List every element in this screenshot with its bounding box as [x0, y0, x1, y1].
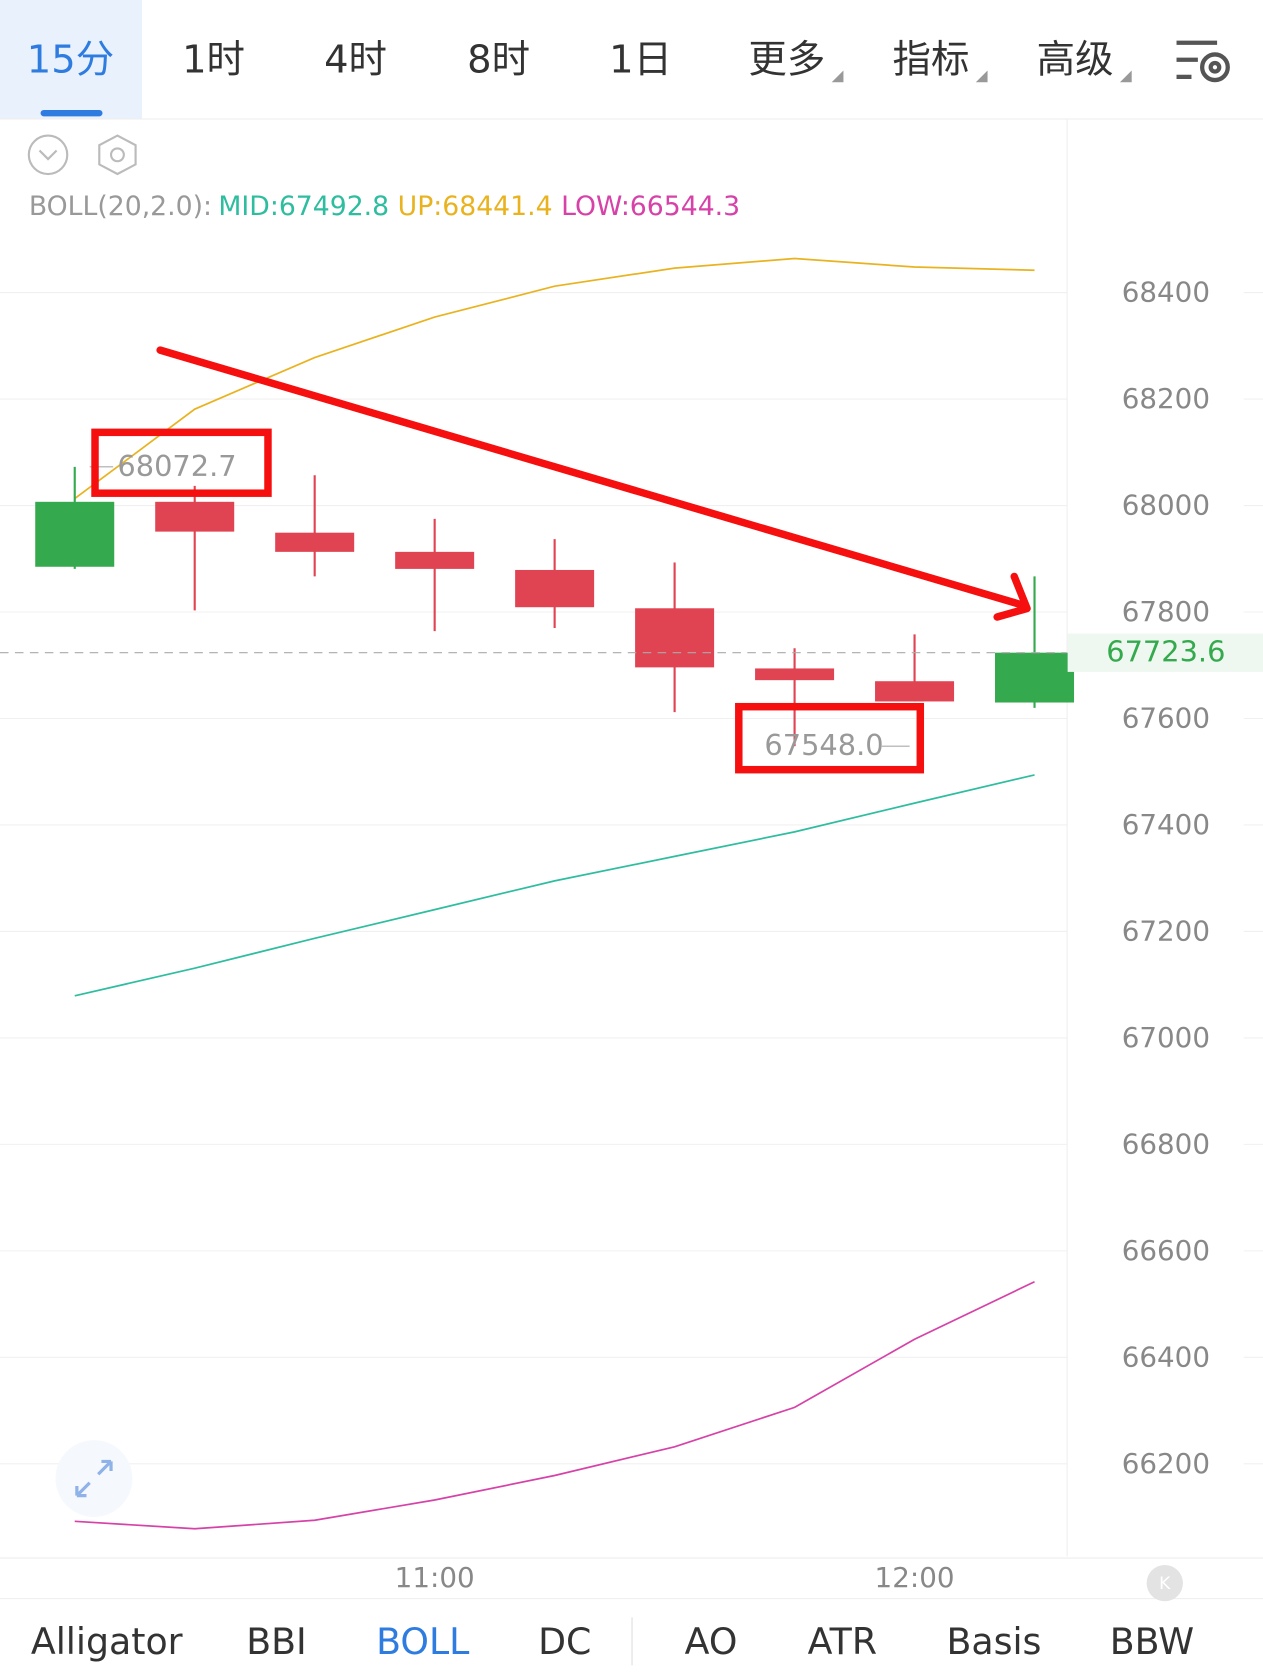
y-tick-label: 67600 [1122, 702, 1210, 735]
y-tick-label: 67800 [1122, 595, 1210, 628]
x-tick-label: 12:00 [875, 1561, 955, 1594]
candle-body [755, 668, 835, 681]
y-tick-label: 68400 [1122, 276, 1210, 309]
settings-hex-icon[interactable] [98, 134, 137, 176]
legend-entry: UP:68441.4 [398, 191, 553, 222]
y-tick-label: 66200 [1122, 1447, 1210, 1480]
dropdown-triangle [975, 70, 988, 83]
indicator-tab[interactable]: BBW [1110, 1620, 1194, 1663]
k-logo-letter: K [1159, 1574, 1171, 1594]
dropdown-triangle [831, 70, 844, 83]
y-tick-label: 67000 [1122, 1021, 1210, 1054]
interval-tab[interactable]: 1日 [609, 37, 672, 82]
y-tick-label: 67200 [1122, 915, 1210, 948]
candle-body [395, 551, 475, 569]
interval-tab[interactable]: 15分 [27, 37, 114, 82]
candle-body [875, 681, 955, 702]
y-tick-label: 66800 [1122, 1127, 1210, 1160]
y-tick-label: 66400 [1122, 1340, 1210, 1373]
x-tick-label: 11:00 [395, 1561, 475, 1594]
band-line [74, 1280, 1035, 1530]
legend-entry: LOW:66544.3 [561, 191, 740, 222]
settings-icon[interactable] [1176, 40, 1230, 83]
active-tab-underline [40, 109, 103, 117]
high-marker-label: 68072.7 [117, 449, 236, 483]
indicator-tab[interactable]: DC [538, 1620, 591, 1663]
y-tick-label: 68000 [1122, 489, 1210, 522]
indicator-tab[interactable]: ATR [808, 1620, 877, 1663]
indicator-tab[interactable]: Alligator [31, 1620, 183, 1663]
interval-tab[interactable]: 8时 [467, 37, 530, 82]
interval-tab[interactable]: 4时 [324, 37, 387, 82]
interval-tab[interactable]: 高级 [1037, 37, 1114, 82]
legend-entry: MID:67492.8 [218, 191, 389, 222]
collapse-icon[interactable] [27, 134, 69, 176]
y-tick-label: 67400 [1122, 808, 1210, 841]
interval-tab[interactable]: 1时 [182, 37, 245, 82]
candle-body [635, 608, 715, 668]
indicator-legend: BOLL(20,2.0): MID:67492.8 UP:68441.4 LOW:66… [29, 191, 740, 222]
settings-hex-icon-center [109, 147, 125, 163]
indicator-tab[interactable]: Basis [946, 1620, 1041, 1663]
indicator-tab[interactable]: BOLL [376, 1620, 470, 1663]
band-line [74, 774, 1035, 997]
candle-body [995, 652, 1075, 703]
indicator-tab[interactable]: BBI [246, 1620, 306, 1663]
last-price-label: 67723.6 [1106, 635, 1225, 669]
y-tick-label: 66600 [1122, 1234, 1210, 1267]
candle-body [515, 569, 595, 608]
k-logo [1146, 1564, 1183, 1602]
candle-body [275, 532, 355, 552]
interval-tab[interactable]: 指标 [893, 37, 970, 82]
indicator-tab[interactable]: AO [685, 1620, 738, 1663]
band-line [74, 257, 1035, 500]
candle-body [155, 501, 235, 532]
active-tab-bg [0, 0, 142, 119]
low-marker-label: 67548.0 [764, 728, 883, 762]
dropdown-triangle [1119, 70, 1132, 83]
candle-body [35, 501, 115, 567]
expand-button[interactable] [55, 1440, 133, 1517]
annotations [91, 346, 1031, 774]
indicator-name: BOLL(20,2.0): [29, 191, 212, 222]
y-tick-label: 68200 [1122, 382, 1210, 415]
interval-tab[interactable]: 更多 [748, 37, 825, 82]
last-price-bg [1067, 633, 1263, 672]
